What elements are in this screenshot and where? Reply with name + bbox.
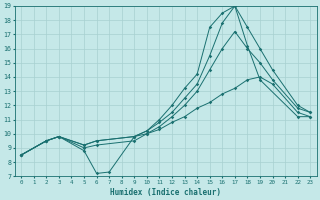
X-axis label: Humidex (Indice chaleur): Humidex (Indice chaleur) xyxy=(110,188,221,197)
